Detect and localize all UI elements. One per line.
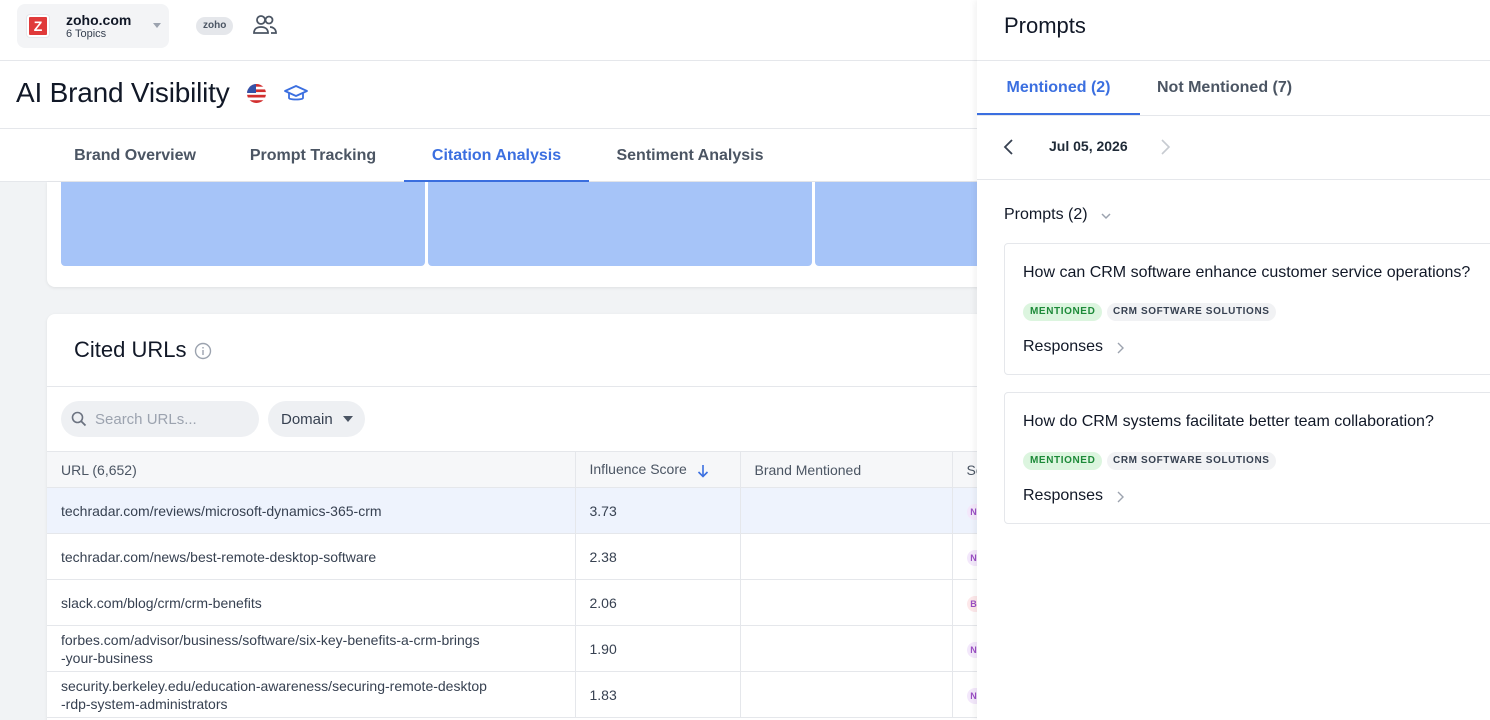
cited-urls-title: Cited URLs: [74, 337, 187, 362]
prompt-card[interactable]: How can CRM software enhance customer se…: [1004, 243, 1490, 375]
tab-citation-analysis[interactable]: Citation Analysis: [404, 129, 589, 182]
chevron-right-icon[interactable]: [1115, 341, 1125, 355]
chevron-right-icon[interactable]: [1158, 138, 1172, 156]
responses-link[interactable]: Responses: [1023, 338, 1104, 355]
column-header-influence-score[interactable]: Influence Score: [575, 451, 741, 488]
domain-filter-button[interactable]: Domain: [268, 401, 365, 437]
table-row[interactable]: forbes.com/advisor/business/software/six…: [47, 625, 1047, 672]
influence-score-cell: 1.90: [575, 625, 741, 672]
sort-down-arrow-icon[interactable]: [697, 464, 709, 478]
url-cell[interactable]: security.berkeley.edu/education-awarenes…: [47, 671, 576, 718]
brand-badge: zoho: [196, 17, 234, 35]
prompts-panel: Prompts Mentioned (2) Not Mentioned (7) …: [977, 0, 1490, 720]
influence-score-cell: 3.73: [575, 487, 741, 534]
column-header-url[interactable]: URL (6,652): [47, 451, 576, 488]
table-row[interactable]: techradar.com/news/best-remote-desktop-s…: [47, 533, 1047, 580]
project-topics-count: 6 Topics: [66, 27, 107, 40]
brand-mentioned-cell: [740, 579, 953, 626]
tab-sentiment-analysis[interactable]: Sentiment Analysis: [616, 147, 764, 164]
table-row[interactable]: slack.com/blog/crm/crm-benefits 2.06 B: [47, 579, 1047, 626]
caret-down-icon: [153, 23, 161, 28]
tab-mentioned[interactable]: Mentioned (2): [977, 61, 1140, 115]
date-label: Jul 05, 2026: [1049, 138, 1128, 154]
chevron-down-icon[interactable]: [1100, 211, 1112, 221]
panel-title: Prompts: [1004, 13, 1086, 38]
url-cell[interactable]: slack.com/blog/crm/crm-benefits: [47, 579, 576, 626]
search-urls-input[interactable]: [95, 410, 245, 428]
url-cell[interactable]: forbes.com/advisor/business/software/six…: [47, 625, 576, 672]
info-icon[interactable]: [194, 342, 212, 360]
chevron-left-icon[interactable]: [1002, 138, 1016, 156]
tab-not-mentioned[interactable]: Not Mentioned (7): [1157, 79, 1293, 96]
brand-mentioned-cell: [740, 487, 953, 534]
cited-urls-table: URL (6,652) Influence Score Brand Mentio…: [47, 451, 1047, 718]
cited-urls-card: Cited URLs Domain URL (6,652) Influence …: [47, 314, 1047, 720]
column-header-brand-mentioned[interactable]: Brand Mentioned: [740, 451, 953, 488]
table-row[interactable]: security.berkeley.edu/education-awarenes…: [47, 671, 1047, 718]
treemap-tile[interactable]: [428, 182, 812, 266]
page-title: AI Brand Visibility: [16, 77, 230, 108]
search-icon: [71, 411, 87, 427]
prompt-question: How can CRM software enhance customer se…: [1023, 264, 1471, 281]
tab-brand-overview[interactable]: Brand Overview: [74, 147, 196, 164]
project-name: zoho.com: [66, 11, 132, 28]
url-cell[interactable]: techradar.com/reviews/microsoft-dynamics…: [47, 487, 576, 534]
mentioned-badge: MENTIONED: [1023, 303, 1103, 321]
caret-down-icon: [342, 416, 353, 422]
influence-score-cell: 1.83: [575, 671, 741, 718]
treemap-tile[interactable]: [61, 182, 425, 266]
graduation-cap-icon[interactable]: [283, 82, 309, 106]
prompt-card[interactable]: How do CRM systems facilitate better tea…: [1004, 392, 1490, 524]
prompt-question: How do CRM systems facilitate better tea…: [1023, 413, 1434, 430]
responses-link[interactable]: Responses: [1023, 487, 1104, 504]
topic-badge: CRM SOFTWARE SOLUTIONS: [1107, 452, 1276, 470]
citation-treemap-card: [47, 182, 1047, 287]
url-cell[interactable]: techradar.com/news/best-remote-desktop-s…: [47, 533, 576, 580]
chevron-right-icon[interactable]: [1115, 490, 1125, 504]
brand-mentioned-cell: [740, 625, 953, 672]
mentioned-badge: MENTIONED: [1023, 452, 1103, 470]
domain-filter-label: Domain: [281, 410, 333, 428]
brand-mentioned-cell: [740, 533, 953, 580]
zoho-logo: Z: [27, 15, 49, 37]
influence-score-cell: 2.38: [575, 533, 741, 580]
brand-mentioned-cell: [740, 671, 953, 718]
topic-badge: CRM SOFTWARE SOLUTIONS: [1107, 303, 1276, 321]
search-urls-box[interactable]: [61, 401, 259, 437]
table-row[interactable]: techradar.com/reviews/microsoft-dynamics…: [47, 487, 1047, 534]
project-switcher[interactable]: Z zoho.com 6 Topics: [17, 4, 169, 48]
users-icon[interactable]: [252, 13, 278, 37]
influence-score-cell: 2.06: [575, 579, 741, 626]
tab-prompt-tracking[interactable]: Prompt Tracking: [249, 147, 377, 164]
us-flag-icon: [247, 84, 266, 103]
prompts-heading[interactable]: Prompts (2): [1004, 206, 1088, 223]
